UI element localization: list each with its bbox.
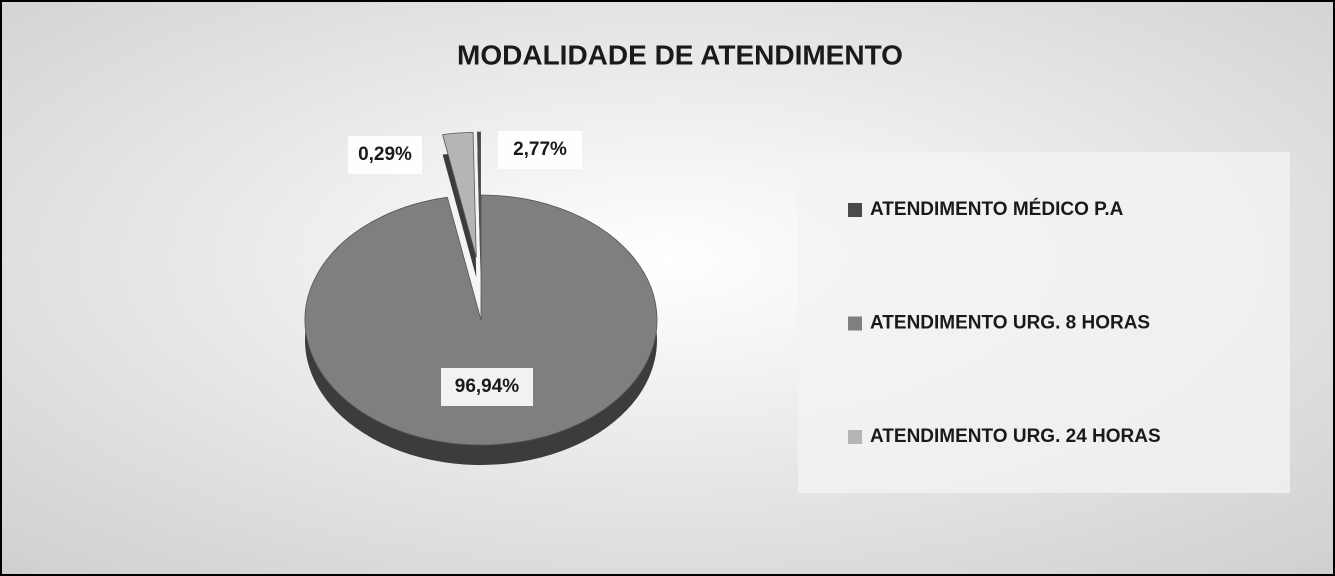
legend-box [798,152,1290,493]
data-label: 96,94% [455,376,520,397]
pie-slice [442,131,477,258]
pie-slice [304,194,658,446]
data-label: 2,77% [513,139,567,160]
data-label-box [498,131,582,169]
legend-label: ATENDIMENTO URG. 8 HORAS [870,313,1150,334]
legend-swatch [848,203,862,217]
data-label: 0,29% [358,144,412,165]
legend-label: ATENDIMENTO URG. 24 HORAS [870,426,1161,447]
pie-slice [476,131,481,258]
legend-swatch [848,430,862,444]
legend-swatch [848,316,862,331]
legend-label: ATENDIMENTO MÉDICO P.A [870,198,1124,220]
data-label-box [348,136,422,174]
data-label-box [441,368,533,406]
chart-title: MODALIDADE DE ATENDIMENTO [457,39,903,70]
